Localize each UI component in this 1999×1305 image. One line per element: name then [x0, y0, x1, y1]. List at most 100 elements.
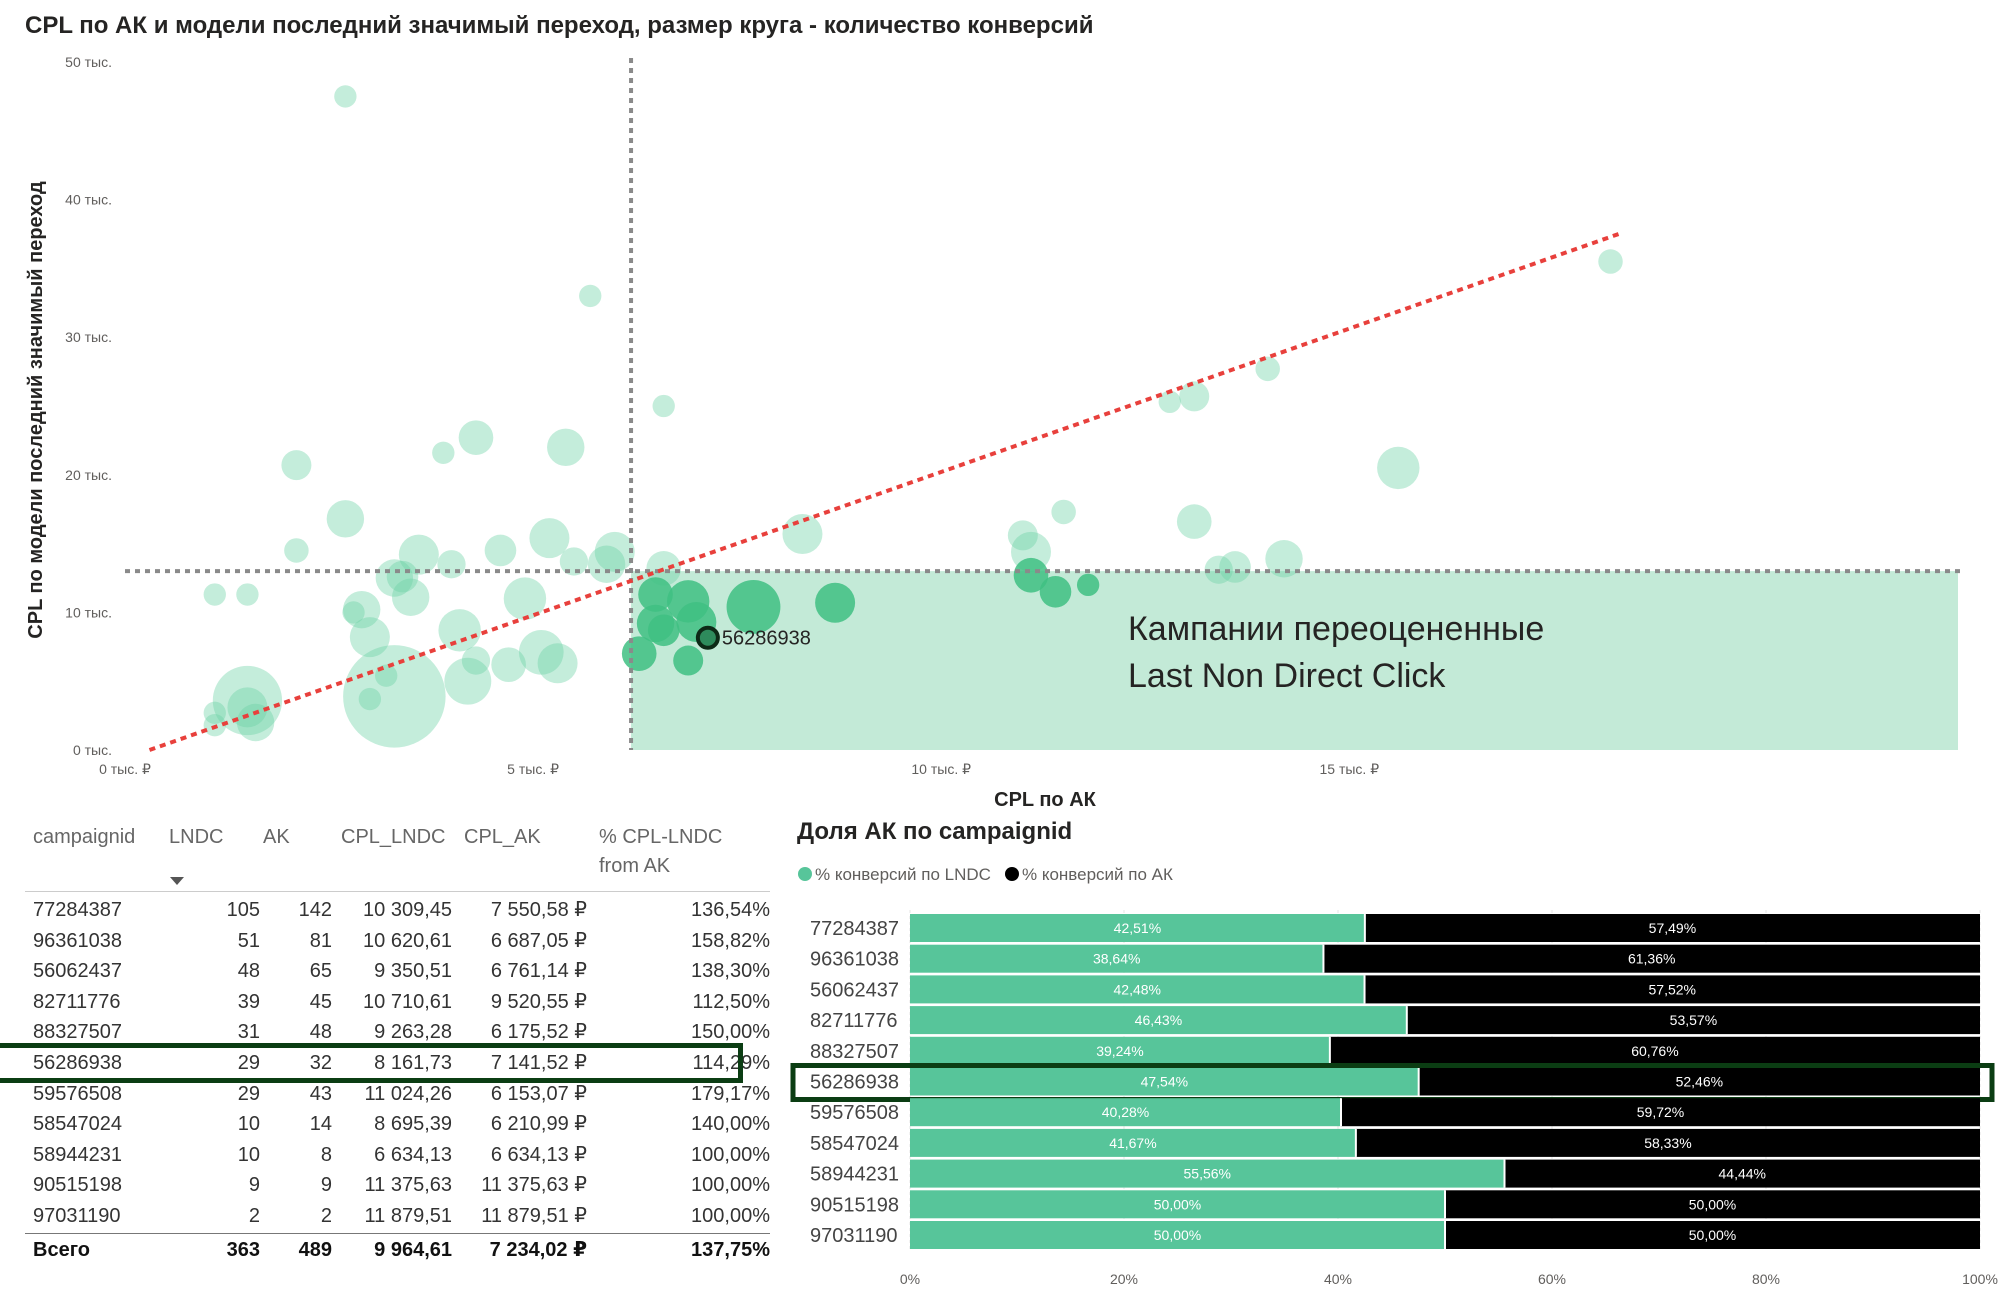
scatter-chart-title: CPL по АК и модели последний значимый пе…: [25, 12, 1094, 39]
cell-pct: 158,82%: [691, 929, 770, 952]
y-tick-label: 20 тыс.: [65, 467, 112, 483]
table-row[interactable]: 97031190 2 2 11 879,51 11 879,51 ₽ 100,00%: [25, 1201, 770, 1232]
x-tick-label: 15 тыс. ₽: [1320, 761, 1380, 777]
bar-label-lndc: 50,00%: [1154, 1227, 1201, 1243]
table-row[interactable]: 58944231 10 8 6 634,13 6 634,13 ₽ 100,00%: [25, 1140, 770, 1171]
table-row[interactable]: 56062437 48 65 9 350,51 6 761,14 ₽ 138,30%: [25, 956, 770, 987]
table-row[interactable]: 90515198 9 9 11 375,63 11 375,63 ₽ 100,00%: [25, 1170, 770, 1201]
table-row[interactable]: 59576508 29 43 11 024,26 6 153,07 ₽ 179,17%: [25, 1079, 770, 1110]
bar-x-tick-label: 0%: [900, 1271, 920, 1287]
bar-category-label: 58944231: [810, 1164, 899, 1186]
table-row[interactable]: 88327507 31 48 9 263,28 6 175,52 ₽ 150,00%: [25, 1017, 770, 1048]
bar-label-ak: 58,33%: [1644, 1135, 1691, 1151]
scatter-point: [398, 534, 439, 575]
cell-id: 97031190: [33, 1204, 121, 1227]
x-tick-label: 5 тыс. ₽: [507, 761, 559, 777]
total-label: Всего: [33, 1239, 90, 1261]
table-row[interactable]: 82711776 39 45 10 710,61 9 520,55 ₽ 112,50%: [25, 987, 770, 1018]
bar-label-lndc: 47,54%: [1141, 1074, 1188, 1090]
cell-lndc: 51: [237, 929, 260, 952]
scatter-point: [343, 645, 446, 748]
scatter-point: [284, 538, 309, 563]
cell-pct: 100,00%: [691, 1204, 770, 1227]
header-pct-cpl-lndc[interactable]: % CPL-LNDC from AK: [599, 823, 722, 881]
scatter-point: [1377, 446, 1420, 490]
bar-segment-ak: [1364, 914, 1980, 942]
table-row[interactable]: 58547024 10 14 8 695,39 6 210,99 ₽ 140,00%: [25, 1109, 770, 1140]
cell-pct: 140,00%: [691, 1113, 770, 1136]
table-row[interactable]: 56286938 29 32 8 161,73 7 141,52 ₽ 114,29%: [25, 1048, 770, 1079]
header-cpl-ak[interactable]: CPL_AK: [464, 826, 541, 848]
scatter-point: [559, 547, 589, 576]
scatter-point: [782, 513, 823, 554]
y-tick-label: 40 тыс.: [65, 192, 112, 208]
scatter-point: [1007, 520, 1038, 551]
cell-lndc: 9: [248, 1174, 260, 1197]
cell-cpl-ak: 6 210,99 ₽: [490, 1113, 587, 1136]
cell-cpl-ak: 6 687,05 ₽: [490, 929, 587, 952]
cell-lndc: 10: [237, 1113, 260, 1136]
scatter-point: [1598, 249, 1623, 274]
x-tick-label: 0 тыс. ₽: [99, 761, 151, 777]
table-row[interactable]: 77284387 105 142 10 309,45 7 550,58 ₽ 136,54%: [25, 895, 770, 926]
bar-segment-ak: [1364, 975, 1980, 1004]
bar-label-ak: 57,49%: [1649, 920, 1696, 936]
x-tick-label: 10 тыс. ₽: [911, 761, 971, 777]
scatter-point: [444, 657, 492, 705]
scatter-point: [638, 577, 673, 612]
bar-label-lndc: 39,24%: [1096, 1043, 1143, 1059]
cell-pct: 150,00%: [691, 1021, 770, 1044]
bar-label-ak: 59,72%: [1637, 1104, 1684, 1120]
header-lndc[interactable]: LNDC: [169, 826, 224, 848]
scatter-point: [652, 394, 675, 418]
cell-lndc: 29: [237, 1051, 260, 1074]
cell-cpl-lndc: 10 309,45: [363, 899, 452, 921]
cell-ak: 45: [309, 990, 332, 1013]
cell-cpl-ak: 6 153,07 ₽: [490, 1082, 587, 1105]
header-ak[interactable]: AK: [263, 826, 290, 848]
annotation-line-1: Кампании переоцененные: [1128, 610, 1544, 648]
scatter-point: [1179, 381, 1210, 412]
bar-segment-lndc: [910, 1128, 1356, 1157]
table-row[interactable]: 96361038 51 81 10 620,61 6 687,05 ₽ 158,82%: [25, 926, 770, 957]
bar-x-tick-label: 80%: [1752, 1271, 1780, 1287]
bar-segment-lndc: [910, 1221, 1445, 1249]
bar-label-lndc: 41,67%: [1109, 1135, 1156, 1151]
bar-label-ak: 61,36%: [1628, 951, 1675, 967]
cell-cpl-lndc: 11 024,26: [364, 1082, 453, 1105]
bar-label-lndc: 50,00%: [1154, 1196, 1201, 1212]
header-campaignid[interactable]: campaignid: [33, 826, 136, 848]
cell-id: 56062437: [33, 960, 122, 983]
scatter-point: [647, 614, 680, 647]
scatter-point: [646, 551, 682, 586]
cell-ak: 48: [309, 1021, 332, 1044]
cell-id: 77284387: [33, 899, 122, 921]
header-cpl-lndc[interactable]: CPL_LNDC: [341, 826, 446, 848]
scatter-point: [203, 701, 226, 725]
legend-label-lndc: % конверсий по LNDC: [815, 865, 991, 884]
scatter-point: [349, 617, 390, 658]
table-total-row: Всего 363 489 9 964,61 7 234,02 ₽ 137,75…: [25, 1233, 770, 1266]
scatter-point: [1013, 557, 1049, 593]
cell-pct: 112,50%: [692, 990, 770, 1013]
scatter-point: [815, 582, 856, 623]
bar-x-tick-label: 40%: [1324, 1271, 1352, 1287]
highlighted-point-label: 56286938: [722, 628, 811, 650]
table-header: campaignid LNDC AK CPL_LNDC CPL_AK % CPL…: [25, 815, 770, 892]
table-body: 77284387 105 142 10 309,45 7 550,58 ₽136,54%…: [25, 895, 770, 1232]
bar-segment-lndc: [910, 1067, 1419, 1096]
cell-cpl-lndc: 9 263,28: [374, 1021, 452, 1044]
scatter-point: [1051, 499, 1076, 525]
scatter-chart: Кампании переоцененные Last Non Direct Cl…: [25, 54, 1960, 810]
scatter-point: [1158, 390, 1181, 414]
cell-cpl-ak: 7 141,52 ₽: [490, 1051, 587, 1074]
scatter-point: [437, 550, 466, 579]
sort-descending-icon[interactable]: [170, 877, 184, 885]
scatter-point: [1265, 540, 1303, 578]
scatter-point: [212, 665, 283, 736]
cell-id: 59576508: [33, 1082, 122, 1105]
scatter-point: [491, 647, 526, 683]
bar-segment-ak: [1445, 1190, 1980, 1219]
scatter-point: [579, 284, 602, 308]
cell-lndc: 31: [237, 1021, 260, 1044]
